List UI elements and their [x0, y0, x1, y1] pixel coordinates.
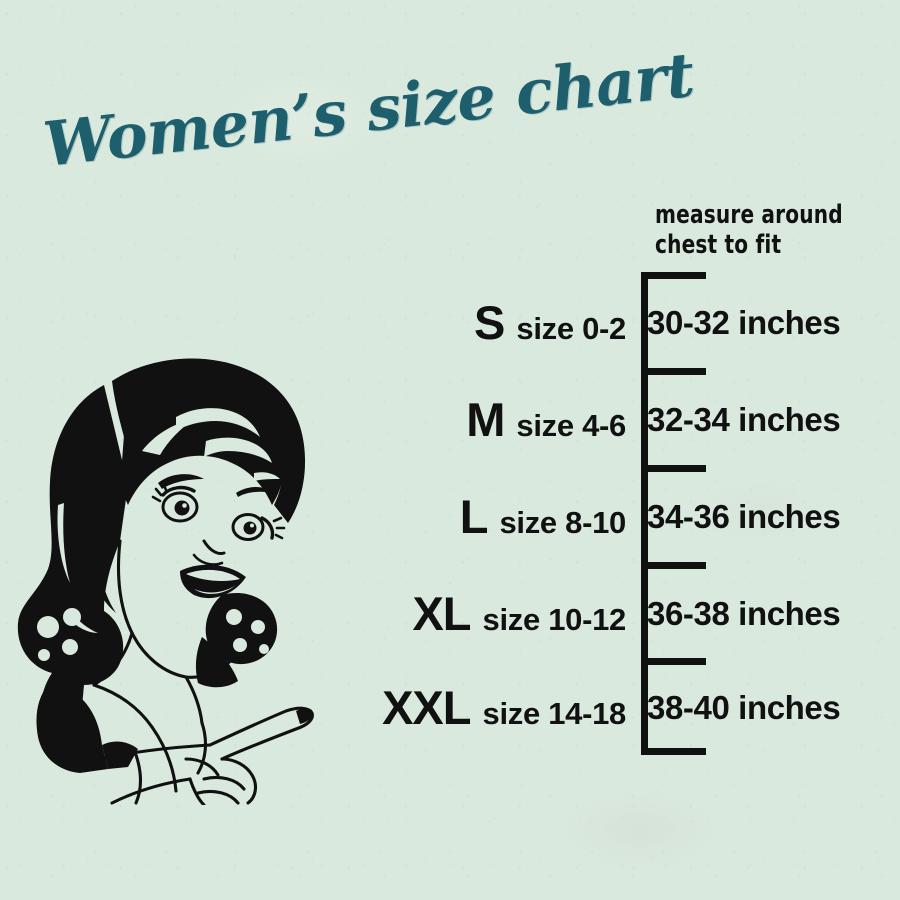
retro-woman-pointing-illustration	[8, 355, 368, 805]
table-row: XXL size 14-18 38-40 inches	[330, 659, 890, 755]
table-row: L size 8-10 34-36 inches	[330, 468, 890, 564]
column-divider-rule	[641, 272, 648, 755]
bracket-tick-top	[641, 272, 706, 279]
row-size-cell: XXL size 14-18	[330, 684, 635, 731]
size-code-label: XL	[412, 586, 471, 640]
chest-measurement-cell: 30-32 inches	[647, 303, 841, 341]
size-range-label: size 0-2	[516, 310, 626, 346]
bracket-tick-bottom	[641, 748, 706, 755]
chest-measurement-cell: 38-40 inches	[647, 688, 841, 726]
chart-header-line-2: chest to fit	[655, 230, 782, 260]
row-size-cell: XL size 10-12	[330, 590, 635, 637]
chart-header-note: measure around chest to fit	[655, 200, 861, 260]
size-range-label: size 14-18	[482, 695, 627, 731]
page-title: Women’s size chart	[40, 39, 698, 181]
size-code-label: M	[466, 392, 505, 446]
table-row: M size 4-6 32-34 inches	[330, 371, 890, 467]
size-chart-table: measure around chest to fit S size 0-2 3…	[330, 196, 890, 776]
table-row: XL size 10-12 36-38 inches	[330, 565, 890, 661]
row-size-cell: L size 8-10	[330, 493, 635, 540]
size-range-label: size 4-6	[516, 407, 626, 443]
table-row: S size 0-2 30-32 inches	[330, 274, 890, 370]
size-range-label: size 10-12	[482, 601, 627, 637]
chest-measurement-cell: 34-36 inches	[647, 497, 841, 535]
bracket-tick-l-xl	[641, 562, 706, 569]
size-code-label: XXL	[382, 680, 471, 734]
row-size-cell: S size 0-2	[330, 299, 635, 346]
size-code-label: S	[474, 295, 505, 349]
chart-header-line-1: measure around	[655, 200, 843, 230]
bracket-tick-xl-xxl	[641, 658, 706, 665]
chest-measurement-cell: 32-34 inches	[647, 400, 841, 438]
chest-measurement-cell: 36-38 inches	[647, 594, 841, 632]
size-code-label: L	[459, 489, 489, 543]
bracket-tick-s-m	[641, 368, 706, 375]
row-size-cell: M size 4-6	[330, 396, 635, 443]
size-range-label: size 8-10	[499, 504, 626, 540]
bracket-tick-m-l	[641, 465, 706, 472]
